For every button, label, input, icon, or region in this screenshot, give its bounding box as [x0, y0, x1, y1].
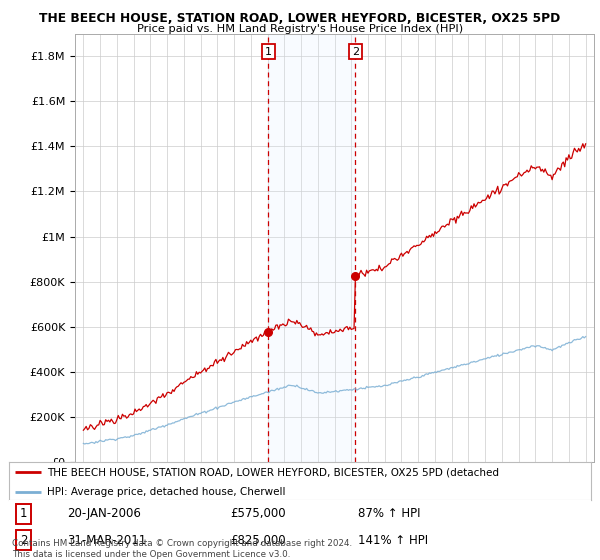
Text: 20-JAN-2006: 20-JAN-2006 — [67, 507, 141, 520]
Text: HPI: Average price, detached house, Cherwell: HPI: Average price, detached house, Cher… — [47, 487, 286, 497]
Text: THE BEECH HOUSE, STATION ROAD, LOWER HEYFORD, BICESTER, OX25 5PD: THE BEECH HOUSE, STATION ROAD, LOWER HEY… — [40, 12, 560, 25]
Text: £825,000: £825,000 — [230, 534, 286, 547]
Text: 1: 1 — [20, 507, 28, 520]
Text: Price paid vs. HM Land Registry's House Price Index (HPI): Price paid vs. HM Land Registry's House … — [137, 24, 463, 34]
Text: Contains HM Land Registry data © Crown copyright and database right 2024.
This d: Contains HM Land Registry data © Crown c… — [12, 539, 352, 559]
Text: 31-MAR-2011: 31-MAR-2011 — [67, 534, 146, 547]
Text: £575,000: £575,000 — [230, 507, 286, 520]
Text: THE BEECH HOUSE, STATION ROAD, LOWER HEYFORD, BICESTER, OX25 5PD (detached: THE BEECH HOUSE, STATION ROAD, LOWER HEY… — [47, 467, 499, 477]
Bar — [268, 34, 355, 462]
Text: 1: 1 — [265, 46, 272, 57]
Text: 2: 2 — [352, 46, 359, 57]
Text: 141% ↑ HPI: 141% ↑ HPI — [358, 534, 428, 547]
Text: 87% ↑ HPI: 87% ↑ HPI — [358, 507, 421, 520]
Text: 2: 2 — [20, 534, 28, 547]
